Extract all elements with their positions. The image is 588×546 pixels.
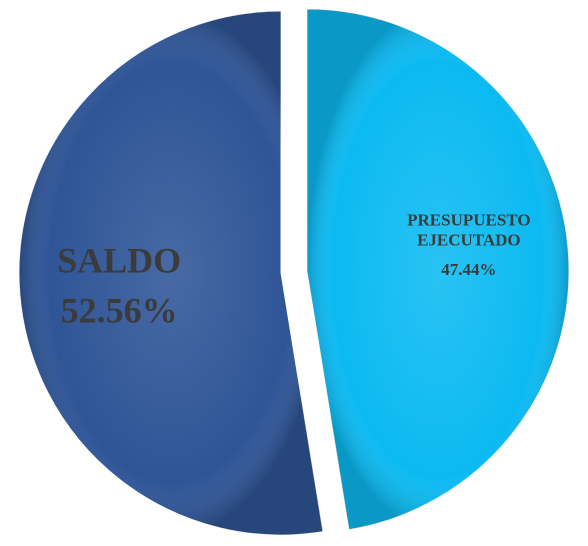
slice-value: 47.44%	[441, 259, 497, 279]
slice-label: SALDO	[57, 240, 182, 281]
slice-value: 52.56%	[60, 290, 178, 331]
slice-label: PRESUPUESTO EJECUTADO	[407, 210, 531, 250]
